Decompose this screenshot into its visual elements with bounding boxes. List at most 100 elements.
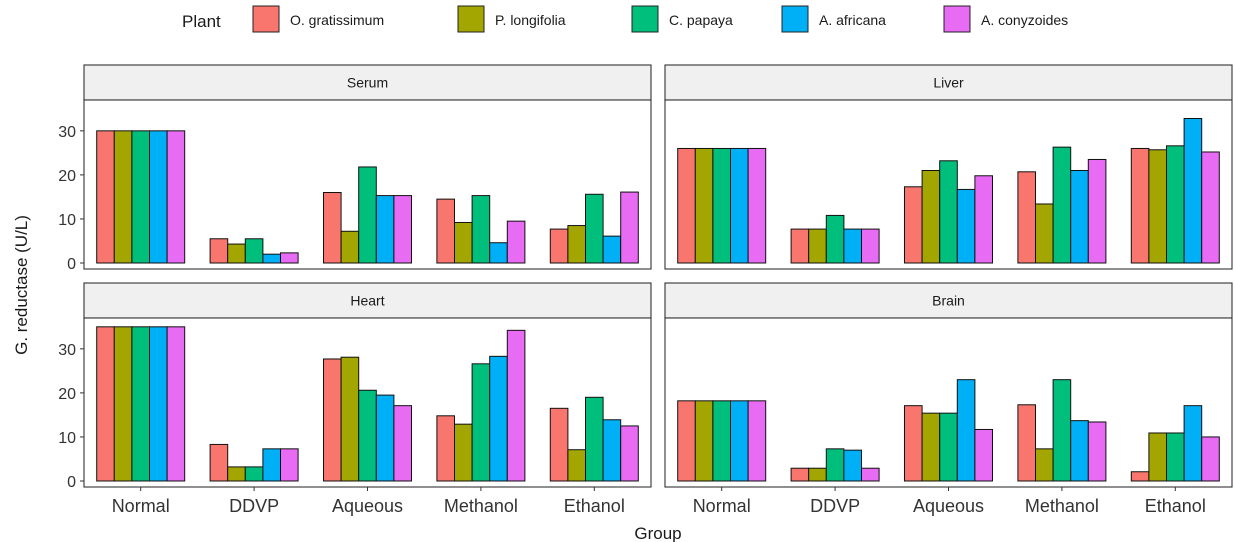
bar-heart-ddvp-a-conyzoides xyxy=(280,448,299,482)
bar-serum-ethanol-a-africana xyxy=(602,235,622,264)
bar-brain-methanol-a-africana xyxy=(1070,420,1089,482)
bar-liver-normal-a-africana xyxy=(730,147,749,264)
panel-heart: Heart 0 10 20 30 Normal DDVP Aqueous Methanol Eth… xyxy=(58,282,652,516)
bar-serum-methanol-c-papaya xyxy=(471,195,491,264)
bar-brain-ethanol-a-africana xyxy=(1183,405,1203,482)
bar-heart-aqueous-o-gratissimum xyxy=(323,358,342,482)
bar-heart-ddvp-o-gratissimum xyxy=(209,443,229,482)
legend-swatch-o-gratissimum xyxy=(252,5,280,33)
y-tick-label: 10 xyxy=(58,212,76,229)
panel-strip-label: Heart xyxy=(350,293,384,309)
panel-strip xyxy=(83,282,652,319)
bar-serum-normal-p-longifolia xyxy=(113,130,133,264)
legend-label-a-conyzoides: A. conyzoides xyxy=(981,12,1068,28)
bar-brain-methanol-p-longifolia xyxy=(1035,448,1054,482)
legend-label-c-papaya: C. papaya xyxy=(669,12,733,28)
bar-serum-methanol-p-longifolia xyxy=(454,221,473,264)
legend-title: Plant xyxy=(182,12,221,31)
bar-serum-normal-c-papaya xyxy=(131,130,150,264)
bar-serum-ddvp-a-conyzoides xyxy=(280,252,299,264)
bar-liver-normal-p-longifolia xyxy=(694,147,714,264)
bar-liver-normal-c-papaya xyxy=(712,147,732,264)
bar-liver-methanol-p-longifolia xyxy=(1035,203,1054,264)
bar-heart-aqueous-p-longifolia xyxy=(340,356,360,482)
bar-serum-ethanol-c-papaya xyxy=(585,193,604,264)
x-tick-label-aqueous: Aqueous xyxy=(332,496,403,516)
bar-liver-ddvp-p-longifolia xyxy=(808,228,827,264)
bar-serum-aqueous-o-gratissimum xyxy=(323,192,342,264)
legend-swatch-p-longifolia xyxy=(457,5,485,33)
bar-serum-ethanol-o-gratissimum xyxy=(549,228,569,264)
bar-heart-methanol-c-papaya xyxy=(471,363,491,482)
y-tick-label: 20 xyxy=(58,386,76,403)
bar-heart-methanol-a-africana xyxy=(489,355,508,482)
bar-brain-aqueous-a-conyzoides xyxy=(974,428,994,482)
bar-brain-aqueous-c-papaya xyxy=(939,412,958,482)
legend: Plant O. gratissimum P. longifolia C. papa… xyxy=(182,5,1068,33)
bar-brain-ethanol-c-papaya xyxy=(1166,432,1185,482)
bar-heart-aqueous-a-africana xyxy=(375,394,395,482)
y-tick-label: 0 xyxy=(67,256,76,273)
bar-brain-normal-a-africana xyxy=(730,400,749,482)
bar-brain-ethanol-a-conyzoides xyxy=(1201,436,1220,482)
bar-heart-aqueous-a-conyzoides xyxy=(393,405,412,482)
legend-swatch-c-papaya xyxy=(631,5,659,33)
y-tick-label: 20 xyxy=(58,168,76,185)
x-tick-label-aqueous: Aqueous xyxy=(913,496,984,516)
bar-brain-normal-p-longifolia xyxy=(694,400,714,482)
bar-serum-ddvp-c-papaya xyxy=(244,238,264,264)
legend-label-o-gratissimum: O. gratissimum xyxy=(290,12,384,28)
x-tick-label-normal: Normal xyxy=(693,496,751,516)
bar-liver-ethanol-a-conyzoides xyxy=(1201,151,1220,264)
panel-strip xyxy=(83,64,652,101)
bar-serum-ddvp-o-gratissimum xyxy=(209,238,229,264)
bar-heart-normal-p-longifolia xyxy=(113,326,133,482)
bar-brain-methanol-c-papaya xyxy=(1052,379,1072,482)
bar-brain-ddvp-p-longifolia xyxy=(808,467,827,482)
bar-liver-normal-o-gratissimum xyxy=(677,147,696,264)
bar-liver-ethanol-o-gratissimum xyxy=(1130,147,1150,264)
bar-heart-aqueous-c-papaya xyxy=(358,389,377,482)
y-tick-label: 30 xyxy=(58,342,76,359)
bar-brain-normal-o-gratissimum xyxy=(677,400,696,482)
panel-strip-label: Brain xyxy=(932,293,965,309)
bar-liver-methanol-c-papaya xyxy=(1052,146,1072,264)
bar-liver-ddvp-o-gratissimum xyxy=(790,228,810,264)
x-tick-label-ethanol: Ethanol xyxy=(1145,496,1206,516)
bar-liver-ddvp-c-papaya xyxy=(825,214,845,264)
bar-brain-methanol-a-conyzoides xyxy=(1087,421,1107,482)
bar-brain-normal-a-conyzoides xyxy=(747,400,767,482)
bar-heart-ethanol-a-conyzoides xyxy=(620,425,639,482)
bar-serum-methanol-a-africana xyxy=(489,242,508,264)
x-tick-label-ddvp: DDVP xyxy=(229,496,279,516)
x-tick-label-ddvp: DDVP xyxy=(810,496,860,516)
x-tick-label-normal: Normal xyxy=(112,496,170,516)
bar-serum-ethanol-a-conyzoides xyxy=(620,191,639,264)
bar-heart-normal-c-papaya xyxy=(131,326,150,482)
bar-brain-ddvp-a-africana xyxy=(843,449,863,482)
bar-brain-ddvp-a-conyzoides xyxy=(861,467,880,482)
bar-brain-ethanol-o-gratissimum xyxy=(1130,471,1150,482)
bar-heart-methanol-a-conyzoides xyxy=(506,329,526,482)
bar-heart-normal-o-gratissimum xyxy=(96,326,115,482)
legend-swatch-a-africana xyxy=(781,5,809,33)
x-tick-label-methanol: Methanol xyxy=(444,496,518,516)
bar-liver-methanol-a-africana xyxy=(1070,169,1089,264)
bar-brain-ddvp-o-gratissimum xyxy=(790,467,810,482)
bar-heart-normal-a-conyzoides xyxy=(166,326,186,482)
x-axis-title: Group xyxy=(634,524,681,542)
bar-liver-aqueous-a-africana xyxy=(956,188,976,264)
bar-liver-aqueous-c-papaya xyxy=(939,160,958,264)
bar-liver-ddvp-a-conyzoides xyxy=(861,228,880,264)
bar-liver-aqueous-a-conyzoides xyxy=(974,175,994,264)
bar-serum-methanol-a-conyzoides xyxy=(506,220,526,264)
bar-brain-aqueous-o-gratissimum xyxy=(904,405,923,482)
panel-strip xyxy=(664,282,1233,319)
bar-brain-methanol-o-gratissimum xyxy=(1017,404,1037,482)
bar-heart-ddvp-p-longifolia xyxy=(227,466,246,482)
bar-heart-ethanol-c-papaya xyxy=(585,396,604,482)
bar-serum-normal-a-africana xyxy=(149,130,168,264)
bar-liver-methanol-o-gratissimum xyxy=(1017,171,1037,264)
bar-serum-normal-a-conyzoides xyxy=(166,130,186,264)
legend-label-a-africana: A. africana xyxy=(819,12,886,28)
